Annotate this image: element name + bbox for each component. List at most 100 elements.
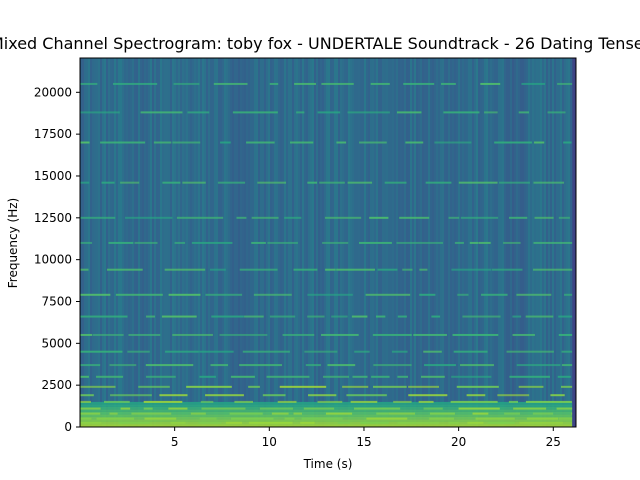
spectrogram-time-column	[244, 58, 246, 427]
harmonic-band-segment	[560, 385, 573, 388]
harmonic-band-segment	[359, 141, 387, 144]
harmonic-band-segment	[525, 400, 572, 403]
harmonic-band-segment	[284, 216, 302, 219]
spectrogram-time-column	[160, 58, 162, 427]
harmonic-band-segment	[96, 417, 135, 420]
harmonic-band-segment	[296, 111, 305, 114]
harmonic-band-segment	[301, 417, 343, 420]
harmonic-band-segment	[518, 385, 544, 388]
harmonic-band-segment	[365, 293, 411, 296]
harmonic-band-segment	[290, 141, 314, 144]
harmonic-band-segment	[391, 350, 408, 353]
spectrogram-time-column	[394, 58, 396, 427]
harmonic-band-segment	[277, 400, 297, 403]
harmonic-band-segment	[460, 216, 499, 219]
spectrogram-time-column	[106, 58, 108, 427]
harmonic-band-segment	[403, 82, 435, 85]
harmonic-band-segment	[336, 141, 347, 144]
spectrogram-time-column	[158, 58, 160, 427]
harmonic-band-segment	[109, 364, 137, 367]
low-frequency-energy-band	[80, 401, 573, 405]
harmonic-band-segment	[304, 350, 338, 353]
harmonic-band-segment	[354, 350, 370, 353]
spectrogram-time-column	[162, 58, 164, 427]
spectrogram-time-column	[304, 58, 306, 427]
harmonic-band-segment	[443, 111, 480, 114]
harmonic-band-segment	[109, 412, 118, 415]
harmonic-band-segment	[337, 421, 350, 424]
harmonic-band-segment	[131, 412, 172, 415]
chart-axes: 5 10 15 20 25 0 2500 5000 7500 10000 12500 15000 175…	[34, 57, 577, 449]
harmonic-band-segment	[106, 268, 143, 271]
harmonic-band-segment	[80, 293, 111, 296]
spectrogram-time-column	[468, 58, 470, 427]
x-axis-label: Time (s)	[303, 457, 353, 471]
y-tick-label: 5000	[41, 336, 72, 350]
harmonic-band-segment	[244, 315, 264, 318]
harmonic-band-segment	[375, 315, 386, 318]
harmonic-band-segment	[190, 412, 206, 415]
harmonic-band-segment	[80, 421, 102, 424]
spectrogram-time-column	[246, 58, 248, 427]
harmonic-band-segment	[448, 421, 459, 424]
harmonic-band-segment	[347, 111, 390, 114]
harmonic-band-segment	[423, 407, 443, 410]
harmonic-band-segment	[384, 181, 407, 184]
harmonic-band-segment	[419, 293, 436, 296]
spectrogram-time-column	[498, 58, 500, 427]
harmonic-band-segment	[518, 111, 530, 114]
y-tick-label: 2500	[41, 378, 72, 392]
harmonic-band-segment	[144, 417, 177, 420]
harmonic-band-segment	[162, 181, 181, 184]
spectrogram-time-column	[520, 58, 522, 427]
harmonic-band-segment	[210, 364, 229, 367]
low-frequency-energy-band	[80, 414, 573, 417]
harmonic-band-segment	[80, 400, 91, 403]
x-tick-label: 25	[546, 435, 561, 449]
spectrogram-time-column	[392, 58, 394, 427]
harmonic-band-segment	[509, 375, 550, 378]
harmonic-band-segment	[143, 407, 153, 410]
y-tick-label: 15000	[34, 169, 72, 183]
harmonic-band-segment	[506, 350, 554, 353]
spectrogram-time-column	[314, 58, 316, 427]
harmonic-band-segment	[429, 417, 455, 420]
harmonic-band-segment	[80, 111, 120, 114]
harmonic-band-segment	[558, 216, 570, 219]
harmonic-band-segment	[110, 394, 152, 397]
harmonic-band-segment	[231, 417, 274, 420]
low-frequency-energy-band	[80, 409, 573, 412]
spectrogram-time-column	[306, 58, 308, 427]
spectrogram-time-column	[102, 58, 104, 427]
harmonic-band-segment	[80, 315, 128, 318]
spectrogram-time-column	[248, 58, 250, 427]
harmonic-band-segment	[325, 268, 336, 271]
harmonic-band-segment	[80, 82, 98, 85]
harmonic-band-segment	[242, 350, 290, 353]
spectrogram-time-column	[448, 58, 450, 427]
harmonic-band-segment	[199, 375, 216, 378]
harmonic-band-segment	[101, 181, 115, 184]
spectrogram-time-column	[236, 58, 238, 427]
harmonic-band-segment	[80, 394, 94, 397]
harmonic-band-segment	[331, 315, 348, 318]
harmonic-band-segment	[140, 111, 183, 114]
harmonic-band-segment	[429, 412, 455, 415]
harmonic-band-segment	[319, 181, 345, 184]
harmonic-band-segment	[353, 407, 401, 410]
spectrogram-time-column	[532, 58, 534, 427]
harmonic-band-segment	[269, 82, 279, 85]
harmonic-band-segment	[434, 141, 472, 144]
spectrogram-time-column	[266, 58, 268, 427]
harmonic-band-segment	[253, 293, 292, 296]
harmonic-band-segment	[303, 407, 335, 410]
spectrogram-time-column	[250, 58, 252, 427]
harmonic-band-segment	[251, 216, 279, 219]
x-tick-label: 10	[262, 435, 277, 449]
spectrogram-time-column	[444, 58, 446, 427]
spectrogram-time-column	[302, 58, 304, 427]
harmonic-band-segment	[480, 293, 508, 296]
harmonic-band-segment	[128, 333, 161, 336]
harmonic-band-segment	[248, 385, 260, 388]
